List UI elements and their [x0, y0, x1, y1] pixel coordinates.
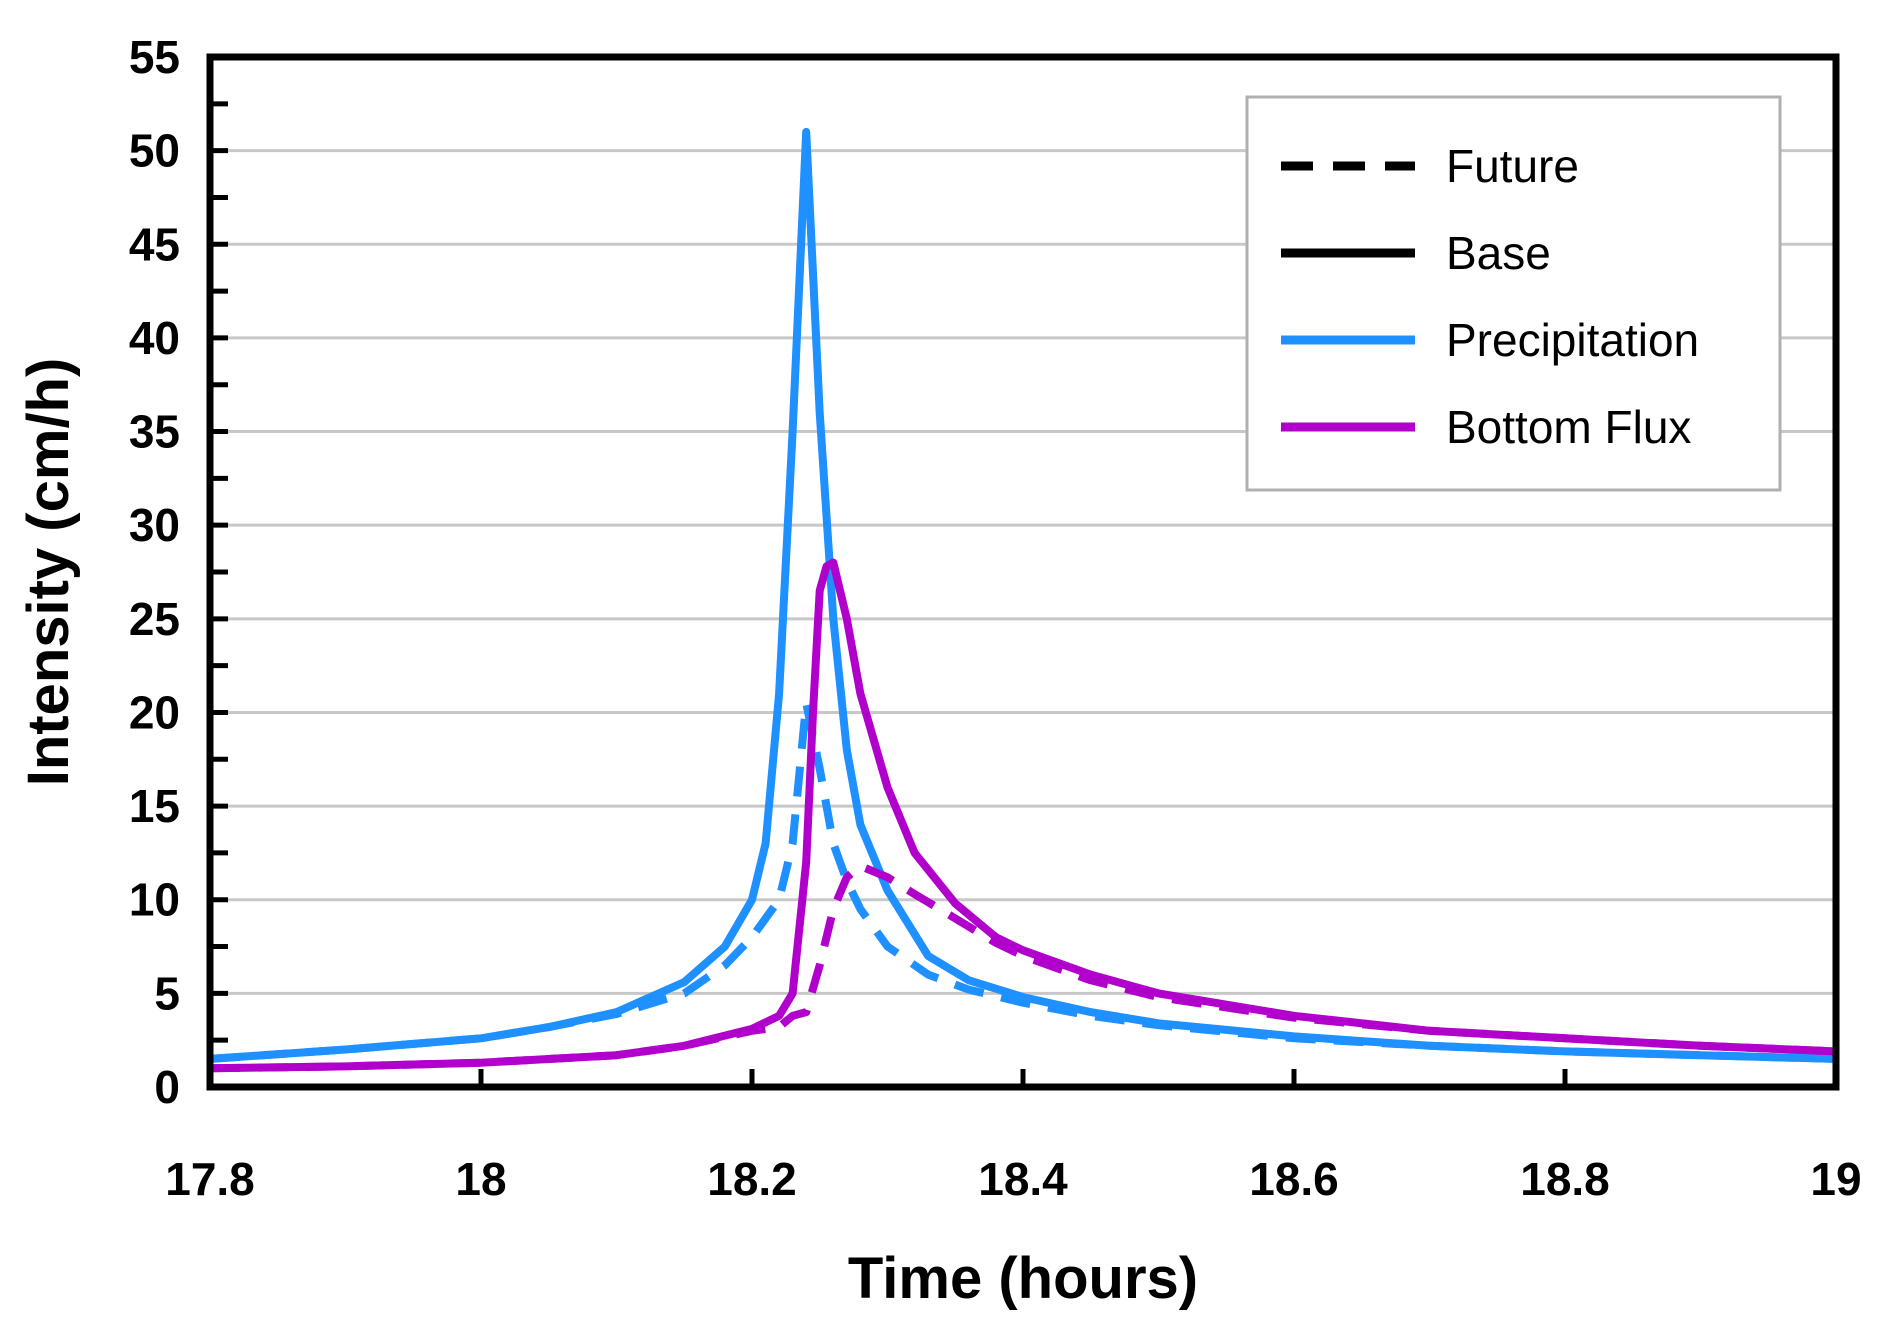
x-tick-label: 19	[1810, 1153, 1861, 1205]
x-tick-label: 18.2	[707, 1153, 797, 1205]
y-tick-label: 55	[129, 31, 180, 83]
series-line	[209, 699, 1837, 1063]
series-lines	[209, 127, 1837, 1073]
x-tick-label: 18.6	[1249, 1153, 1339, 1205]
axes	[206, 53, 1840, 1091]
legend-label: Bottom Flux	[1446, 401, 1691, 453]
tick-labels: 0 5 10 15 20 25 30 35 40 45 50 55 17.8 18 18.2 18.4 18.6…	[129, 31, 1862, 1205]
y-tick-label: 25	[129, 593, 180, 645]
y-tick-label: 50	[129, 125, 180, 177]
y-tick-label: 5	[154, 967, 180, 1019]
y-tick-label: 45	[129, 218, 180, 270]
y-tick-label: 10	[129, 874, 180, 926]
y-tick-label: 40	[129, 312, 180, 364]
y-tick-label: 30	[129, 499, 180, 551]
plot-border	[206, 53, 1840, 1091]
legend-label: Future	[1446, 140, 1579, 192]
x-tick-label: 18	[455, 1153, 506, 1205]
x-tick-label: 18.8	[1520, 1153, 1610, 1205]
y-tick-label: 0	[154, 1061, 180, 1113]
legend-label: Precipitation	[1446, 314, 1699, 366]
x-tick-label: 17.8	[165, 1153, 255, 1205]
legend-label: Base	[1446, 227, 1551, 279]
y-tick-label: 35	[129, 406, 180, 458]
y-tick-label: 15	[129, 780, 180, 832]
y-tick-label: 20	[129, 686, 180, 738]
series-line	[209, 862, 1837, 1073]
legend: Future Base Precipitation Bottom Flux	[1245, 95, 1782, 492]
x-axis-title: Time (hours)	[848, 1246, 1198, 1311]
x-tick-label: 18.4	[978, 1153, 1068, 1205]
y-axis-title: Intensity (cm/h)	[16, 358, 81, 787]
